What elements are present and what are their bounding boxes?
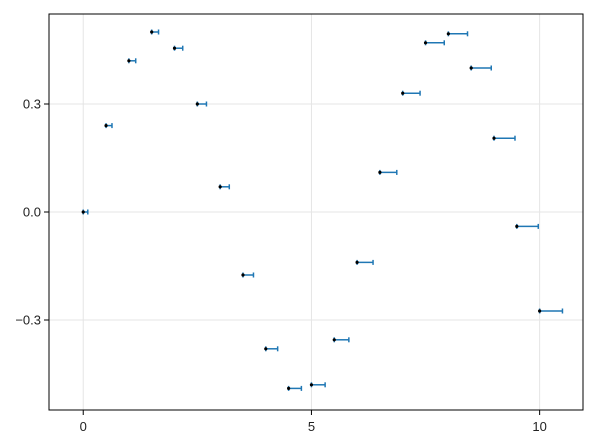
data-points [81, 30, 542, 390]
data-point [104, 124, 108, 128]
data-point [492, 136, 496, 140]
data-point [241, 273, 245, 277]
y-tick-label: 0.3 [23, 97, 41, 112]
data-point [423, 41, 428, 45]
data-point [150, 30, 154, 34]
data-point [538, 309, 542, 313]
y-tick-label: 0.0 [23, 205, 41, 220]
data-point [515, 224, 519, 228]
data-point [401, 91, 405, 95]
x-tick-label: 10 [532, 419, 546, 434]
data-point [287, 386, 291, 390]
data-point [446, 32, 450, 36]
data-point [264, 347, 268, 351]
data-point [172, 46, 177, 50]
data-point [378, 170, 382, 174]
data-point [469, 66, 473, 70]
y-tick-label: −0.3 [15, 313, 41, 328]
data-point [127, 59, 131, 63]
data-point [332, 338, 336, 342]
data-point [355, 260, 359, 264]
x-tick-label: 0 [80, 419, 87, 434]
data-point [81, 210, 85, 214]
data-point [195, 102, 199, 106]
data-point [309, 383, 314, 387]
grid [49, 14, 583, 410]
x-tick-label: 5 [308, 419, 315, 434]
data-point [218, 185, 222, 189]
error-bars [82, 29, 564, 391]
axis-ticks: 0 5 10 −0.3 0.0 0.3 [15, 97, 547, 435]
